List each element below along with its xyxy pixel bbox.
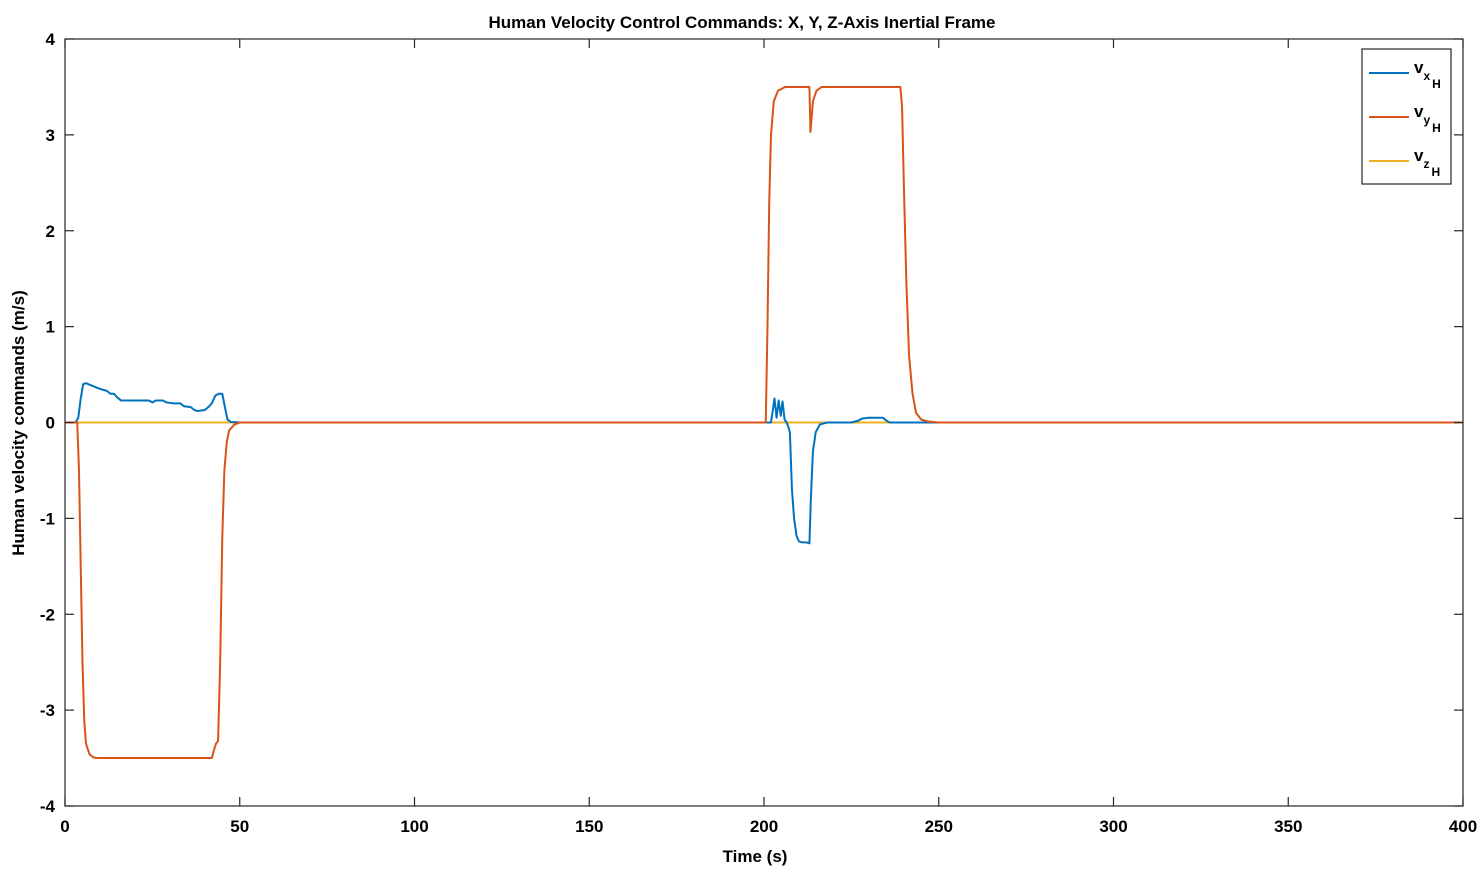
x-tick-label: 250	[925, 817, 953, 836]
x-tick-label: 100	[400, 817, 428, 836]
y-tick-label: -3	[40, 701, 55, 720]
y-tick-label: 1	[46, 318, 55, 337]
y-axis-label: Human velocity commands (m/s)	[9, 290, 28, 555]
y-tick-label: 0	[46, 414, 55, 433]
legend: vxH vyH vzH	[1361, 48, 1452, 185]
x-tick-label: 400	[1449, 817, 1477, 836]
legend-entry-label: vzH	[1414, 146, 1440, 179]
x-tick-label: 0	[60, 817, 69, 836]
legend-entry-label: vyH	[1414, 102, 1441, 135]
axis-ticks	[64, 38, 1464, 807]
x-tick-label: 350	[1274, 817, 1302, 836]
y-tick-label: 4	[46, 30, 56, 49]
axis-tick-labels: 0 50 100 150 200 250 300 350 400 -4 -3 -2 -1 0 1 2 3 4	[40, 30, 1477, 836]
y-tick-label: -2	[40, 605, 55, 624]
legend-entry-label: vxH	[1414, 58, 1441, 91]
series-line-x	[65, 382, 1463, 545]
x-axis-label: Time (s)	[723, 847, 788, 866]
y-tick-label: 2	[46, 222, 55, 241]
series-line-y	[65, 85, 1463, 760]
y-tick-label: 3	[46, 126, 55, 145]
plot-lines	[65, 85, 1463, 760]
chart-title: Human Velocity Control Commands: X, Y, Z…	[489, 13, 996, 32]
x-tick-label: 300	[1099, 817, 1127, 836]
x-tick-label: 200	[750, 817, 778, 836]
y-tick-label: -1	[40, 509, 55, 528]
x-tick-label: 50	[230, 817, 249, 836]
y-tick-label: -4	[40, 797, 56, 816]
x-tick-label: 150	[575, 817, 603, 836]
